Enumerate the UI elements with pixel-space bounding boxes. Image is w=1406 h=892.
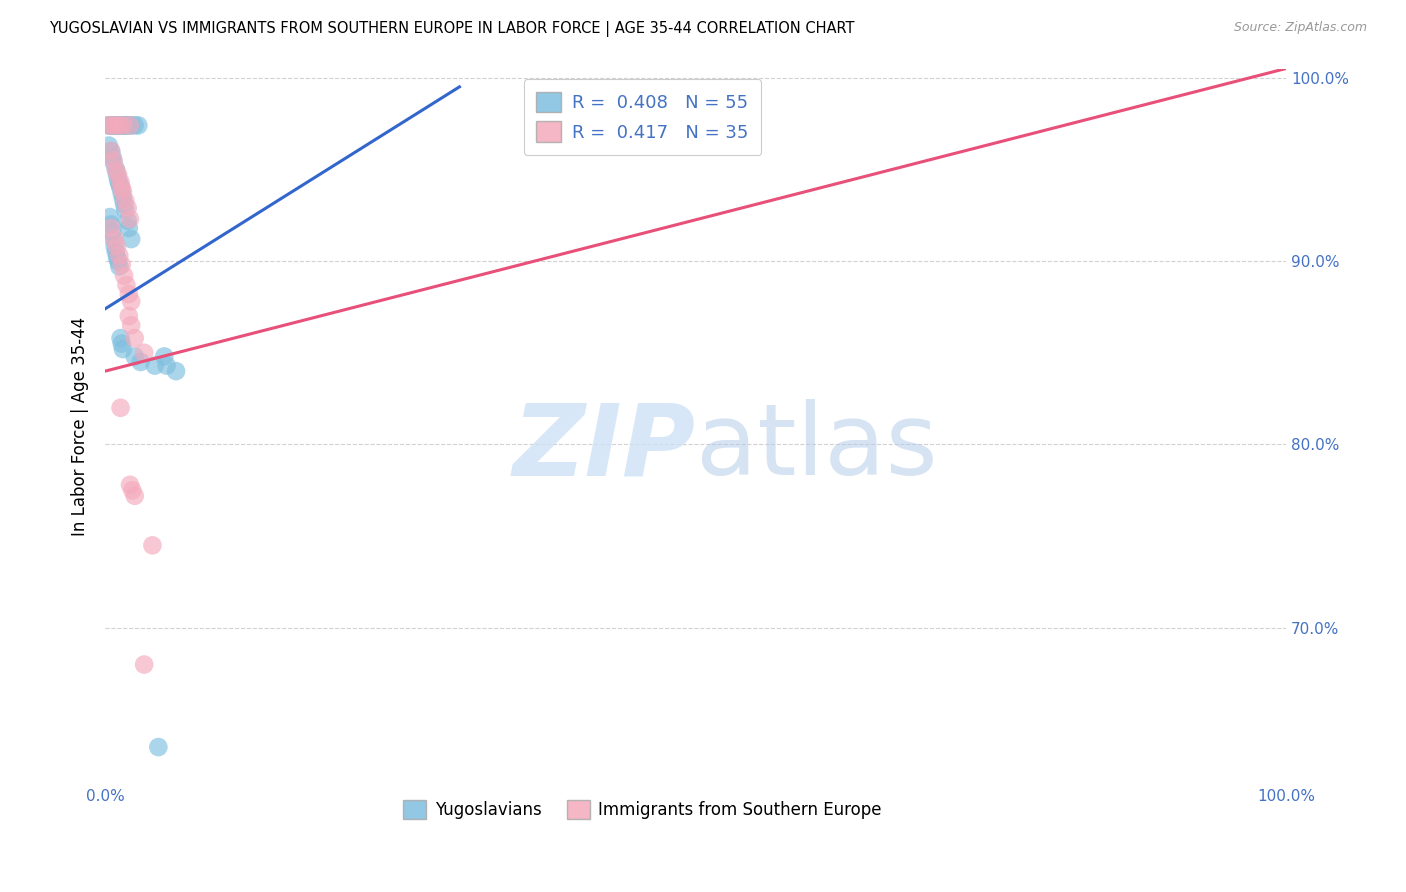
Point [111, 185, 134, 199]
Point [104, 162, 127, 177]
Text: atlas: atlas [696, 399, 938, 496]
Point [97, 119, 120, 133]
Text: YUGOSLAVIAN VS IMMIGRANTS FROM SOUTHERN EUROPE IN LABOR FORCE | AGE 35-44 CORREL: YUGOSLAVIAN VS IMMIGRANTS FROM SOUTHERN … [49, 21, 855, 37]
Point [107, 168, 129, 182]
Point [104, 239, 127, 253]
Point [124, 350, 146, 364]
Point [101, 150, 124, 164]
Point [103, 153, 125, 168]
Point [134, 345, 156, 359]
Point [124, 119, 146, 133]
Point [111, 119, 134, 133]
Point [156, 359, 179, 373]
Point [118, 119, 141, 133]
Point [111, 336, 134, 351]
Point [107, 254, 129, 268]
Point [97, 119, 120, 133]
Point [134, 657, 156, 672]
Point [118, 119, 141, 133]
Point [105, 239, 128, 253]
Point [110, 119, 132, 133]
Point [141, 538, 163, 552]
Point [103, 232, 125, 246]
Point [111, 119, 134, 133]
Point [111, 119, 134, 133]
Point [121, 483, 143, 498]
Point [105, 251, 128, 265]
Y-axis label: In Labor Force | Age 35-44: In Labor Force | Age 35-44 [72, 317, 89, 536]
Point [104, 244, 127, 259]
Point [103, 155, 125, 169]
Point [120, 119, 142, 133]
Point [120, 294, 142, 309]
Point [127, 119, 149, 133]
Point [105, 168, 128, 182]
Point [112, 197, 135, 211]
Point [111, 192, 134, 206]
Point [101, 119, 124, 133]
Point [118, 221, 141, 235]
Point [118, 309, 141, 323]
Point [105, 119, 128, 133]
Point [124, 331, 146, 345]
Point [110, 331, 132, 345]
Point [112, 119, 135, 133]
Point [100, 144, 122, 158]
Point [108, 119, 131, 133]
Legend: Yugoslavians, Immigrants from Southern Europe: Yugoslavians, Immigrants from Southern E… [396, 793, 889, 825]
Point [107, 173, 129, 187]
Point [165, 364, 187, 378]
Point [112, 268, 135, 283]
Point [103, 119, 125, 133]
Point [153, 350, 176, 364]
Point [120, 318, 142, 333]
Point [108, 119, 131, 133]
Point [111, 186, 134, 201]
Point [104, 119, 127, 133]
Point [108, 177, 131, 191]
Point [143, 359, 166, 373]
Point [117, 213, 139, 227]
Point [100, 218, 122, 232]
Point [148, 740, 170, 755]
Point [104, 232, 127, 246]
Point [100, 221, 122, 235]
Point [118, 287, 141, 301]
Point [101, 225, 124, 239]
Point [124, 489, 146, 503]
Point [100, 119, 122, 133]
Point [129, 355, 152, 369]
Point [110, 175, 132, 189]
Point [117, 201, 139, 215]
Point [97, 138, 120, 153]
Text: ZIP: ZIP [513, 399, 696, 496]
Point [118, 211, 141, 226]
Point [98, 210, 121, 224]
Point [104, 119, 127, 133]
Point [104, 119, 127, 133]
Point [100, 144, 122, 158]
Point [110, 401, 132, 415]
Point [98, 119, 121, 133]
Point [114, 202, 136, 217]
Point [115, 119, 138, 133]
Point [120, 232, 142, 246]
Point [111, 180, 134, 194]
Point [115, 277, 138, 292]
Point [108, 249, 131, 263]
Point [108, 260, 131, 274]
Point [110, 180, 132, 194]
Point [114, 119, 136, 133]
Point [107, 119, 129, 133]
Point [118, 478, 141, 492]
Point [114, 194, 136, 208]
Point [111, 342, 134, 356]
Point [101, 119, 124, 133]
Point [104, 162, 127, 177]
Text: Source: ZipAtlas.com: Source: ZipAtlas.com [1233, 21, 1367, 34]
Point [111, 258, 134, 272]
